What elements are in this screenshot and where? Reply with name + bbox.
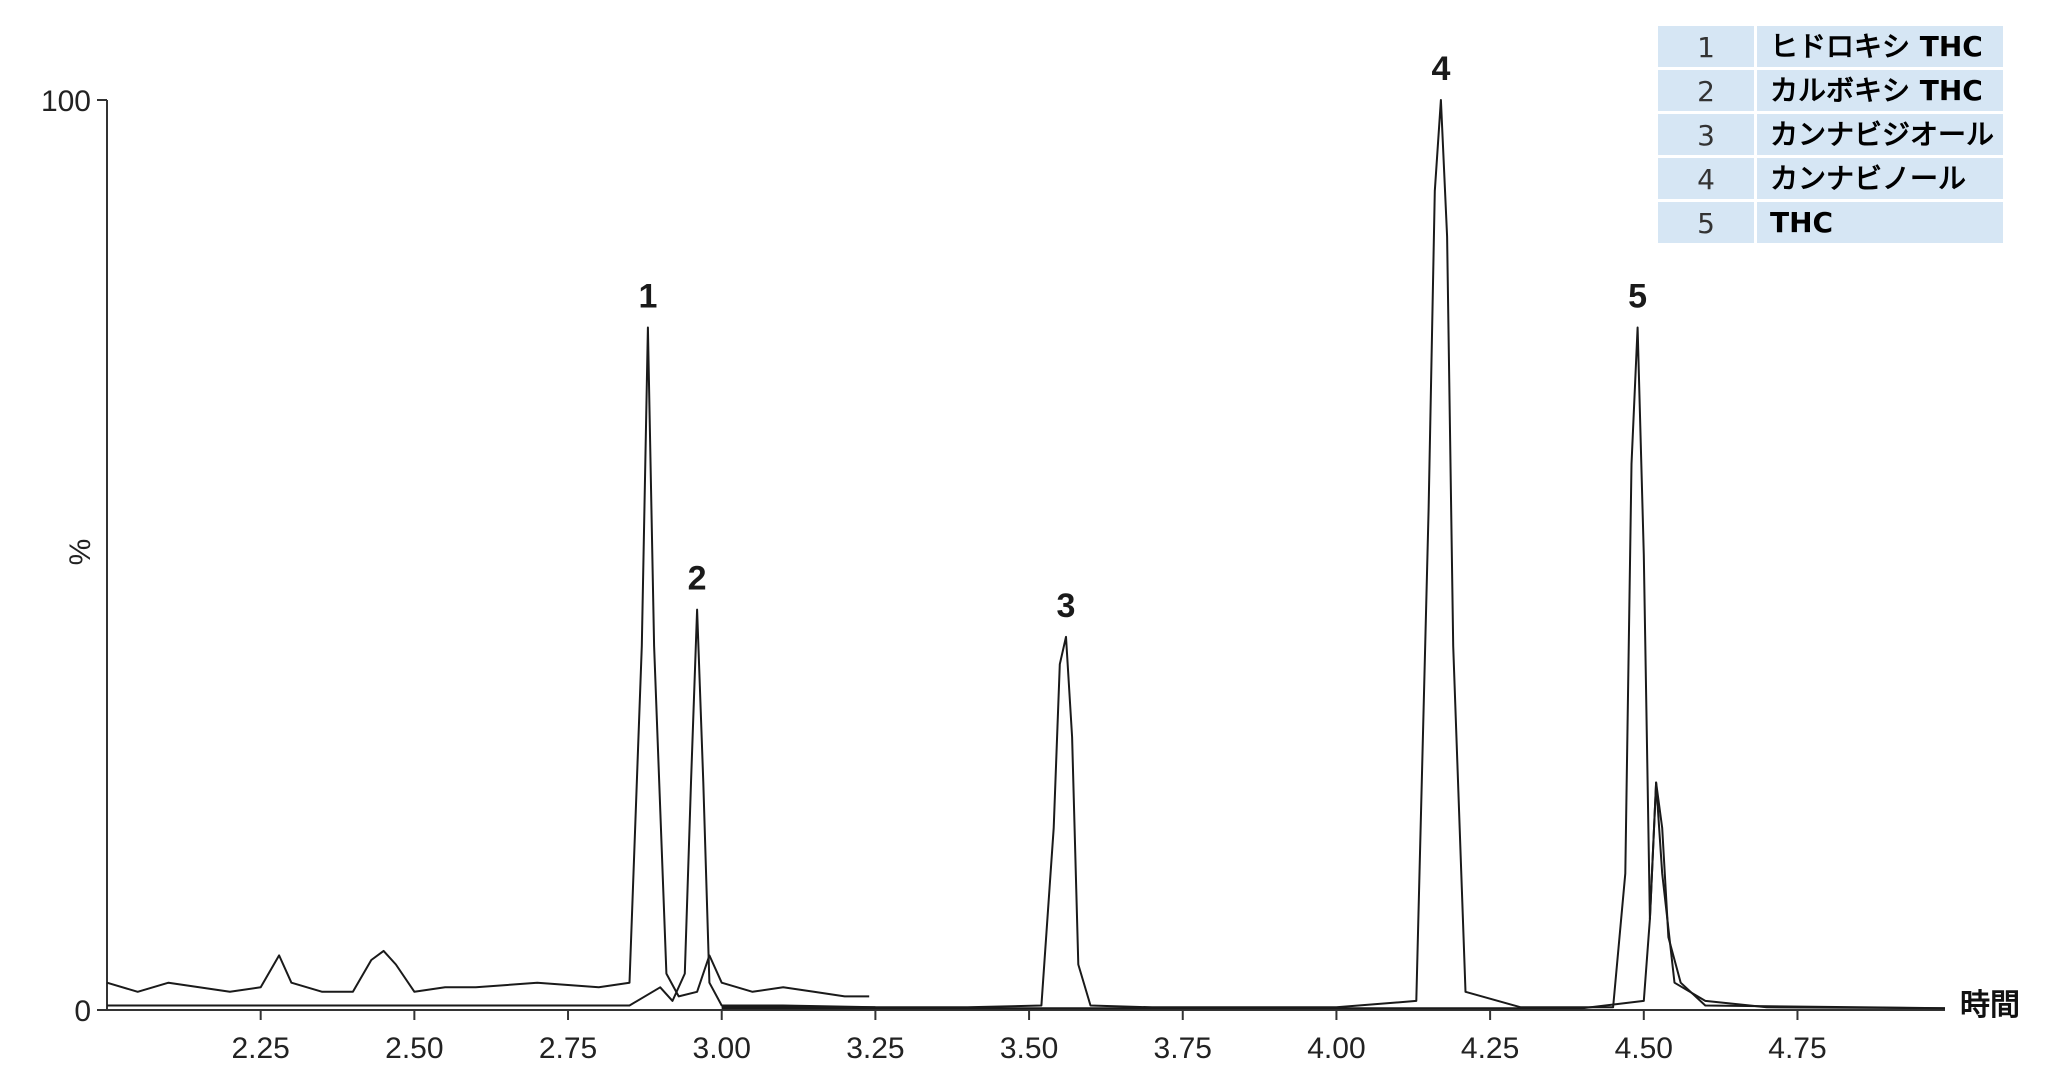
peak-label-2: 2 bbox=[688, 560, 707, 598]
legend-compound-name: カンナビジオール bbox=[1770, 118, 1994, 151]
legend-name-cell bbox=[1757, 158, 2003, 199]
peak-labels: 1 2 3 4 5 bbox=[638, 50, 1647, 625]
x-axis-unit-label: 時間 bbox=[1960, 988, 2020, 1023]
x-tick-label: 4.25 bbox=[1461, 1032, 1519, 1065]
legend-number: 4 bbox=[1697, 163, 1715, 196]
legend-compound-name: カンナビノール bbox=[1770, 162, 1966, 195]
legend-compound-name: ヒドロキシ THC bbox=[1770, 30, 1983, 63]
legend-name-cell bbox=[1757, 70, 2003, 111]
legend-number: 1 bbox=[1697, 31, 1715, 64]
legend-compound-name: THC bbox=[1770, 206, 1833, 239]
x-tick-label: 4.00 bbox=[1307, 1032, 1365, 1065]
trace-line-4 bbox=[721, 781, 1946, 1010]
x-ticks: 2.25 2.50 2.75 3.00 3.25 3.50 3.75 4.00 4.25 4.50… bbox=[231, 1010, 1827, 1065]
legend-num-cell bbox=[1658, 202, 1754, 243]
x-tick-label: 3.25 bbox=[846, 1032, 904, 1065]
trace-line-2 bbox=[107, 608, 876, 1009]
peak-label-1: 1 bbox=[638, 278, 657, 316]
y-ticks: 0 100 bbox=[41, 85, 107, 1028]
legend-number: 2 bbox=[1697, 75, 1715, 108]
x-tick-label: 3.75 bbox=[1154, 1032, 1212, 1065]
peak-label-3: 3 bbox=[1056, 587, 1075, 625]
legend-num-cell bbox=[1658, 114, 1754, 155]
x-tick-label: 3.00 bbox=[693, 1032, 751, 1065]
peak-label-5: 5 bbox=[1628, 278, 1647, 316]
legend-table: 1 ヒドロキシ THC 2 カルボキシ THC 3 カンナビジオール 4 カンナビノール 5 TH… bbox=[1658, 26, 2003, 243]
y-axis-label: % bbox=[64, 539, 97, 566]
x-tick-label: 4.50 bbox=[1615, 1032, 1673, 1065]
x-tick-label: 4.75 bbox=[1768, 1032, 1826, 1065]
x-tick-label: 3.50 bbox=[1000, 1032, 1058, 1065]
x-tick-label: 2.75 bbox=[539, 1032, 597, 1065]
x-tick-label: 2.50 bbox=[385, 1032, 443, 1065]
x-tick-label: 2.25 bbox=[231, 1032, 289, 1065]
peak-label-4: 4 bbox=[1431, 50, 1450, 88]
y-tick-label: 0 bbox=[74, 995, 91, 1028]
legend-num-cell bbox=[1658, 26, 1754, 67]
legend-num-cell bbox=[1658, 158, 1754, 199]
traces bbox=[106, 99, 1946, 1010]
legend-number: 5 bbox=[1697, 207, 1715, 240]
legend-name-cell bbox=[1757, 202, 2003, 243]
legend-name-cell bbox=[1757, 26, 2003, 67]
y-tick-label: 100 bbox=[41, 85, 91, 118]
legend-num-cell bbox=[1658, 70, 1754, 111]
legend-name-cell bbox=[1757, 114, 2003, 155]
legend-compound-name: カルボキシ THC bbox=[1770, 74, 1983, 107]
trace-line-1 bbox=[106, 326, 870, 998]
legend-number: 3 bbox=[1697, 119, 1715, 152]
axes: % 時間 bbox=[64, 100, 2020, 1023]
